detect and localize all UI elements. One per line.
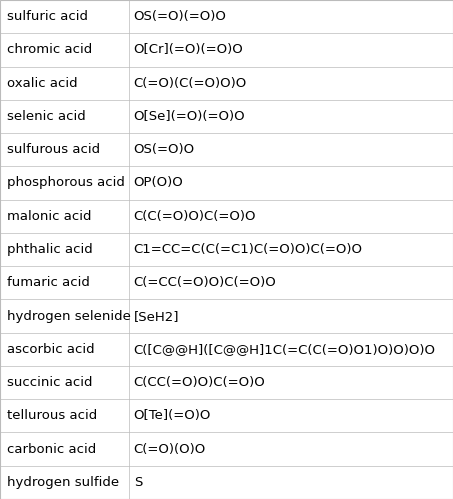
Text: O[Te](=O)O: O[Te](=O)O <box>134 409 211 422</box>
Text: phosphorous acid: phosphorous acid <box>7 177 125 190</box>
Text: malonic acid: malonic acid <box>7 210 92 223</box>
Text: sulfuric acid: sulfuric acid <box>7 10 88 23</box>
Text: C([C@@H]([C@@H]1C(=C(C(=O)O1)O)O)O)O: C([C@@H]([C@@H]1C(=C(C(=O)O1)O)O)O)O <box>134 343 436 356</box>
Text: OS(=O)(=O)O: OS(=O)(=O)O <box>134 10 226 23</box>
Text: tellurous acid: tellurous acid <box>7 409 97 422</box>
Text: succinic acid: succinic acid <box>7 376 92 389</box>
Text: [SeH2]: [SeH2] <box>134 309 179 322</box>
Text: C1=CC=C(C(=C1)C(=O)O)C(=O)O: C1=CC=C(C(=C1)C(=O)O)C(=O)O <box>134 243 363 256</box>
Text: O[Cr](=O)(=O)O: O[Cr](=O)(=O)O <box>134 43 243 56</box>
Text: chromic acid: chromic acid <box>7 43 92 56</box>
Text: C(=CC(=O)O)C(=O)O: C(=CC(=O)O)C(=O)O <box>134 276 276 289</box>
Text: ascorbic acid: ascorbic acid <box>7 343 94 356</box>
Text: C(=O)(O)O: C(=O)(O)O <box>134 443 206 456</box>
Text: hydrogen selenide: hydrogen selenide <box>7 309 130 322</box>
Text: phthalic acid: phthalic acid <box>7 243 92 256</box>
Text: sulfurous acid: sulfurous acid <box>7 143 100 156</box>
Text: OS(=O)O: OS(=O)O <box>134 143 195 156</box>
Text: fumaric acid: fumaric acid <box>7 276 90 289</box>
Text: C(C(=O)O)C(=O)O: C(C(=O)O)C(=O)O <box>134 210 256 223</box>
Text: S: S <box>134 476 142 489</box>
Text: C(=O)(C(=O)O)O: C(=O)(C(=O)O)O <box>134 77 247 90</box>
Text: C(CC(=O)O)C(=O)O: C(CC(=O)O)C(=O)O <box>134 376 265 389</box>
Text: OP(O)O: OP(O)O <box>134 177 183 190</box>
Text: hydrogen sulfide: hydrogen sulfide <box>7 476 119 489</box>
Text: selenic acid: selenic acid <box>7 110 86 123</box>
Text: O[Se](=O)(=O)O: O[Se](=O)(=O)O <box>134 110 245 123</box>
Text: oxalic acid: oxalic acid <box>7 77 77 90</box>
Text: carbonic acid: carbonic acid <box>7 443 96 456</box>
